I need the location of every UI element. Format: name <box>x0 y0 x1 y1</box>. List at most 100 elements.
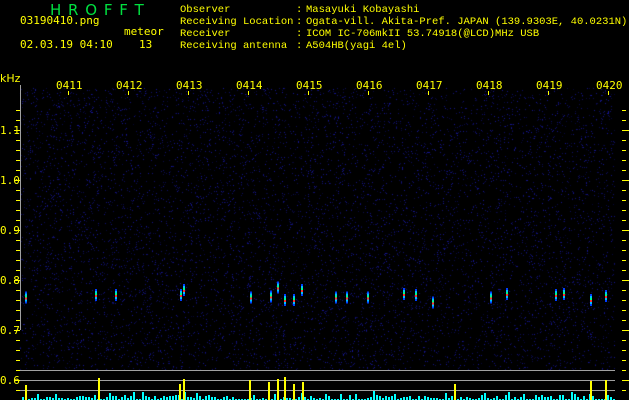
meteor-echo <box>270 300 272 303</box>
histogram-bar <box>61 398 63 400</box>
meteor-echo <box>180 289 182 291</box>
histogram-bar <box>406 397 408 400</box>
histogram-bar <box>355 394 357 400</box>
histogram-bar <box>403 397 405 400</box>
histogram-bar <box>592 396 594 400</box>
info-value: A504HB(yagi 4el) <box>306 40 407 52</box>
meteor-echo <box>335 297 337 300</box>
histogram-bar <box>388 397 390 400</box>
meteor-echo <box>432 300 434 303</box>
meteor-echo <box>293 304 295 306</box>
y-tick-label: 1.1 <box>0 124 20 137</box>
meteor-echo <box>506 290 508 292</box>
histogram-bar <box>445 393 447 400</box>
meteor-echo <box>346 299 348 302</box>
meteor-echo <box>605 290 607 292</box>
histogram-bar <box>484 393 486 400</box>
meteor-echo <box>335 293 337 296</box>
meteor-echo <box>555 293 557 295</box>
meteor-echo <box>293 302 295 304</box>
meteor-echo <box>95 289 97 291</box>
meteor-echo <box>432 302 434 305</box>
meteor-echo <box>25 301 27 304</box>
detection-bar <box>277 379 279 400</box>
detection-bar <box>25 385 27 400</box>
meteor-echo <box>301 290 303 292</box>
x-tick-label: 0416 <box>356 79 383 92</box>
meteor-echo <box>590 302 592 304</box>
histogram-bar <box>577 397 579 400</box>
histogram-bar <box>550 396 552 400</box>
histogram-bar <box>127 398 129 400</box>
meteor-echo <box>335 299 337 302</box>
histogram-bar <box>313 398 315 400</box>
histogram-bar <box>31 398 33 400</box>
info-label: Receiving antenna <box>180 40 288 52</box>
meteor-echo <box>490 295 492 298</box>
meteor-echo <box>284 296 286 298</box>
histogram-bar <box>493 398 495 400</box>
datetime: 02.03.19 04:10 <box>20 38 113 51</box>
meteor-echo <box>183 292 185 294</box>
detection-bar <box>590 381 592 400</box>
info-sep: : <box>296 16 303 28</box>
info-sep: : <box>296 28 303 40</box>
info-value: Ogata-vill. Akita-Pref. JAPAN (139.9303E… <box>306 16 628 28</box>
meteor-echo <box>590 294 592 296</box>
detection-bar <box>183 379 185 400</box>
histogram-bar <box>115 396 117 400</box>
meteor-echo <box>415 295 417 297</box>
histogram-bar <box>130 396 132 400</box>
meteor-echo <box>293 298 295 300</box>
histogram-bar <box>466 397 468 400</box>
histogram-bar <box>154 396 156 400</box>
meteor-echo <box>555 295 557 297</box>
histogram-bar <box>328 396 330 400</box>
meteor-echo <box>563 292 565 294</box>
detection-bar <box>302 382 304 400</box>
meteor-echo <box>277 289 279 292</box>
meteor-count: 13 <box>139 38 153 51</box>
detection-bar <box>179 384 181 400</box>
histogram-bar <box>583 396 585 400</box>
histogram-bar <box>514 397 516 400</box>
histogram-bar <box>226 396 228 400</box>
histogram-bar <box>166 397 168 400</box>
detection-bar <box>98 378 100 400</box>
meteor-echo <box>555 291 557 293</box>
meteor-echo <box>563 298 565 300</box>
meteor-echo <box>415 291 417 293</box>
histogram-bar <box>34 398 36 400</box>
meteor-echo <box>293 296 295 298</box>
meteor-echo <box>25 293 27 296</box>
meteor-echo <box>270 294 272 297</box>
meteor-echo <box>335 291 337 294</box>
meteor-echo <box>367 297 369 300</box>
meteor-echo <box>605 300 607 302</box>
meteor-echo <box>415 299 417 301</box>
histogram-bar <box>382 398 384 400</box>
meteor-echo <box>95 291 97 293</box>
histogram-bar <box>304 397 306 400</box>
histogram-bar <box>289 398 291 400</box>
meteor-echo <box>95 297 97 299</box>
histogram-bar <box>55 394 57 400</box>
meteor-echo <box>563 288 565 290</box>
meteor-echo <box>346 293 348 296</box>
meteor-echo <box>277 281 279 284</box>
histogram-bar <box>505 395 507 400</box>
y-tick-label: 1.0 <box>0 174 20 187</box>
histogram-bar <box>424 396 426 400</box>
histogram-bar <box>481 395 483 400</box>
meteor-echo <box>270 296 272 299</box>
histogram-bar <box>88 397 90 400</box>
histogram-bar <box>469 398 471 400</box>
histogram-bar <box>559 395 561 400</box>
histogram-bar <box>607 395 609 400</box>
histogram-bar <box>400 398 402 400</box>
meteor-echo <box>284 302 286 304</box>
meteor-echo <box>95 293 97 295</box>
histogram-bar <box>121 397 123 400</box>
histogram-bar <box>133 392 135 400</box>
